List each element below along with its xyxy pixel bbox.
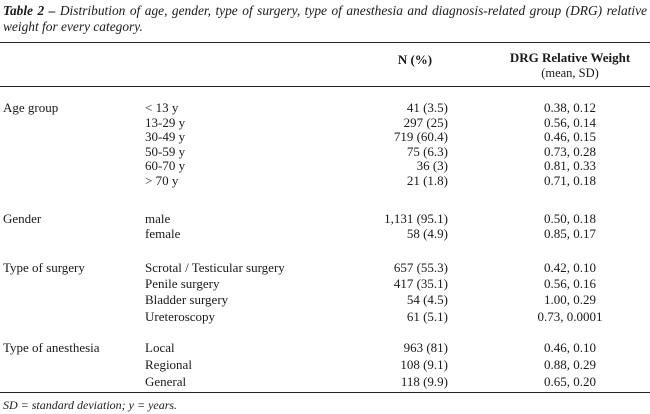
row-label: < 13 y [145,100,179,115]
row-label: Regional [145,357,192,372]
header-rule [0,86,650,87]
row-label: 50-59 y [145,144,186,159]
row-label: 30-49 y [145,129,186,144]
row-n: 719 (60.4) [393,129,448,144]
caption-text: Distribution of age, gender, type of sur… [3,3,647,34]
row-n: 108 (9.1) [400,357,448,372]
row-label: > 70 y [145,173,179,188]
group-name: Type of anesthesia [3,340,100,355]
row-n: 75 (6.3) [406,144,448,159]
table-caption: Table 2 – Distribution of age, gender, t… [3,3,647,35]
row-n: 54 (4.5) [406,292,448,307]
row-n: 61 (5.1) [406,309,448,324]
row-label: male [145,211,171,226]
row-drg: 0.38, 0.12 [544,100,596,115]
row-n: 297 (25) [403,115,448,130]
row-drg: 0.88, 0.29 [544,357,596,372]
row-label: Bladder surgery [145,292,229,307]
row-drg: 0.71, 0.18 [544,173,596,188]
row-drg: 0.81, 0.33 [544,158,596,173]
row-n: 41 (3.5) [406,100,448,115]
top-rule [0,42,650,43]
bottom-rule [0,392,650,393]
row-label: General [145,374,187,389]
header-drg: DRG Relative Weight [509,50,631,65]
header-drg-sub: (mean, SD) [541,66,599,80]
header-n: N (%) [397,52,433,67]
row-drg: 0.65, 0.20 [544,374,596,389]
row-n: 963 (81) [403,340,448,355]
row-label: Local [145,340,175,355]
group-name: Age group [3,100,59,115]
row-drg: 0.85, 0.17 [544,226,596,241]
footnote: SD = standard deviation; y = years. [3,398,178,412]
row-drg: 0.46, 0.15 [544,129,596,144]
row-n: 1,131 (95.1) [384,211,448,226]
row-drg: 0.73, 0.28 [544,144,596,159]
row-drg: 0.56, 0.14 [544,115,596,130]
row-n: 417 (35.1) [393,276,448,291]
row-label: female [145,226,181,241]
row-n: 118 (9.9) [400,374,448,389]
row-label: Penile surgery [145,276,220,291]
row-drg: 1.00, 0.29 [544,292,596,307]
row-drg: 0.56, 0.16 [544,276,596,291]
row-drg: 0.46, 0.10 [544,340,596,355]
row-drg: 0.50, 0.18 [544,211,596,226]
table-label: Table 2 – [3,3,56,18]
row-n: 657 (55.3) [393,260,448,275]
row-label: 60-70 y [145,158,186,173]
row-n: 36 (3) [416,158,448,173]
row-label: Ureteroscopy [145,309,216,324]
row-label: 13-29 y [145,115,186,130]
group-name: Gender [3,211,42,226]
row-n: 58 (4.9) [406,226,448,241]
row-label: Scrotal / Testicular surgery [145,260,285,275]
row-n: 21 (1.8) [406,173,448,188]
row-drg: 0.42, 0.10 [544,260,596,275]
group-name: Type of surgery [3,260,85,275]
row-drg: 0.73, 0.0001 [537,309,603,324]
